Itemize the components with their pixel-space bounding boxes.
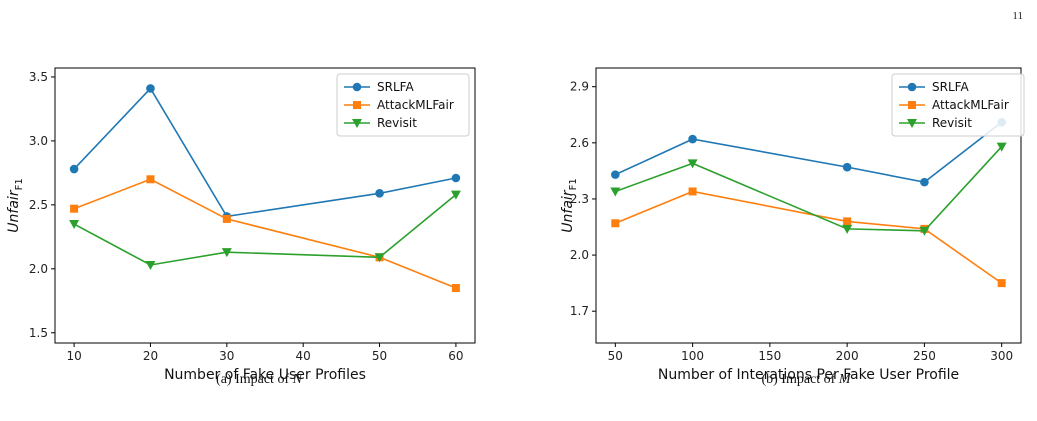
y-tick-label: 2.9 <box>570 80 589 94</box>
data-point <box>451 284 460 292</box>
data-point <box>69 220 80 230</box>
legend-marker <box>907 119 917 128</box>
x-tick-label: 200 <box>836 349 859 363</box>
y-tick-label: 1.7 <box>570 304 589 318</box>
series-line-attackmlfair <box>615 190 1003 284</box>
series-attackmlfair <box>611 187 1006 288</box>
data-point <box>843 217 852 226</box>
x-tick-label: 50 <box>608 349 623 363</box>
data-point <box>996 142 1007 152</box>
legend-box <box>336 73 470 137</box>
x-tick-label: 50 <box>372 349 387 363</box>
legend-box <box>891 73 1025 137</box>
data-point <box>70 204 79 213</box>
x-tick-label: 300 <box>990 349 1013 363</box>
y-tick-label: 2.6 <box>570 136 589 150</box>
x-tick-label: 100 <box>681 349 704 363</box>
legend-marker <box>907 82 917 92</box>
data-point <box>145 260 156 270</box>
data-point <box>610 187 621 197</box>
y-tick-label: 2.0 <box>29 262 48 276</box>
data-point <box>451 173 461 183</box>
data-point <box>919 226 930 236</box>
legend-label-srlfa: SRLFA <box>932 80 969 94</box>
data-point <box>842 162 852 172</box>
figure-caption: (b) Impact of M <box>761 372 851 387</box>
x-axis-label: Number of Interations Per Fake User Prof… <box>658 367 959 383</box>
page-number: 11 <box>1012 10 1023 22</box>
data-point <box>146 175 155 184</box>
data-point <box>222 214 231 223</box>
x-tick-label: 10 <box>66 349 81 363</box>
chart-a: 10 20 30 40 50 60 1.5 2.0 2.5 3.0 3.5 Number of Fak… <box>6 67 476 387</box>
y-tick-label: 1.5 <box>29 326 48 340</box>
series-revisit <box>69 190 461 270</box>
x-tick-label: 40 <box>296 349 311 363</box>
series-line-attackmlfair <box>73 178 457 289</box>
data-point <box>146 84 155 93</box>
series-revisit <box>610 142 1007 236</box>
y-axis-label: UnfairF1 <box>6 178 25 232</box>
data-point <box>375 189 384 198</box>
legend-marker <box>352 119 362 128</box>
legend-marker <box>352 82 362 92</box>
data-point <box>611 219 620 228</box>
series-line-revisit <box>73 194 457 266</box>
legend-label-revisit: Revisit <box>932 116 972 130</box>
y-tick-label: 3.5 <box>29 70 48 84</box>
x-tick-label: 150 <box>758 349 781 363</box>
x-tick-label: 250 <box>913 349 936 363</box>
y-tick-label: 2.3 <box>570 192 589 206</box>
legend-marker <box>908 101 916 109</box>
data-point <box>997 279 1006 288</box>
data-point <box>374 253 385 263</box>
chart-b: 50 100 150 200 250 300 1.7 2.0 2.3 2.6 2.9 Number o… <box>560 67 1025 387</box>
legend: SRLFA AttackMLFair Revisit <box>336 73 470 137</box>
x-axis-label: Number of Fake User Profiles <box>164 367 366 383</box>
data-point <box>611 170 620 179</box>
figure-caption: (a) Impact of N <box>216 372 303 387</box>
data-point <box>688 134 697 144</box>
x-tick-label: 60 <box>448 349 463 363</box>
legend: SRLFA AttackMLFair Revisit <box>891 73 1025 137</box>
plot-frame <box>595 67 1022 344</box>
legend-label-srlfa: SRLFA <box>377 80 414 94</box>
x-tick-label: 30 <box>219 349 234 363</box>
data-point <box>687 159 698 169</box>
data-point <box>920 177 929 187</box>
x-tick-label: 20 <box>143 349 158 363</box>
series-line-revisit <box>615 146 1003 232</box>
y-tick-label: 2.5 <box>29 198 48 212</box>
plot-frame <box>54 67 476 344</box>
legend-label-revisit: Revisit <box>377 116 417 130</box>
legend-marker <box>353 101 361 109</box>
series-attackmlfair <box>70 175 460 292</box>
data-point <box>842 224 853 234</box>
y-tick-label: 3.0 <box>29 134 48 148</box>
legend-label-attackmlfair: AttackMLFair <box>377 98 454 112</box>
data-point <box>69 164 79 174</box>
y-axis-label: UnfairF1 <box>560 178 579 232</box>
y-tick-label: 2.0 <box>570 248 589 262</box>
legend-label-attackmlfair: AttackMLFair <box>932 98 1009 112</box>
data-point <box>688 187 697 196</box>
data-point <box>221 248 232 258</box>
data-point <box>450 190 461 200</box>
